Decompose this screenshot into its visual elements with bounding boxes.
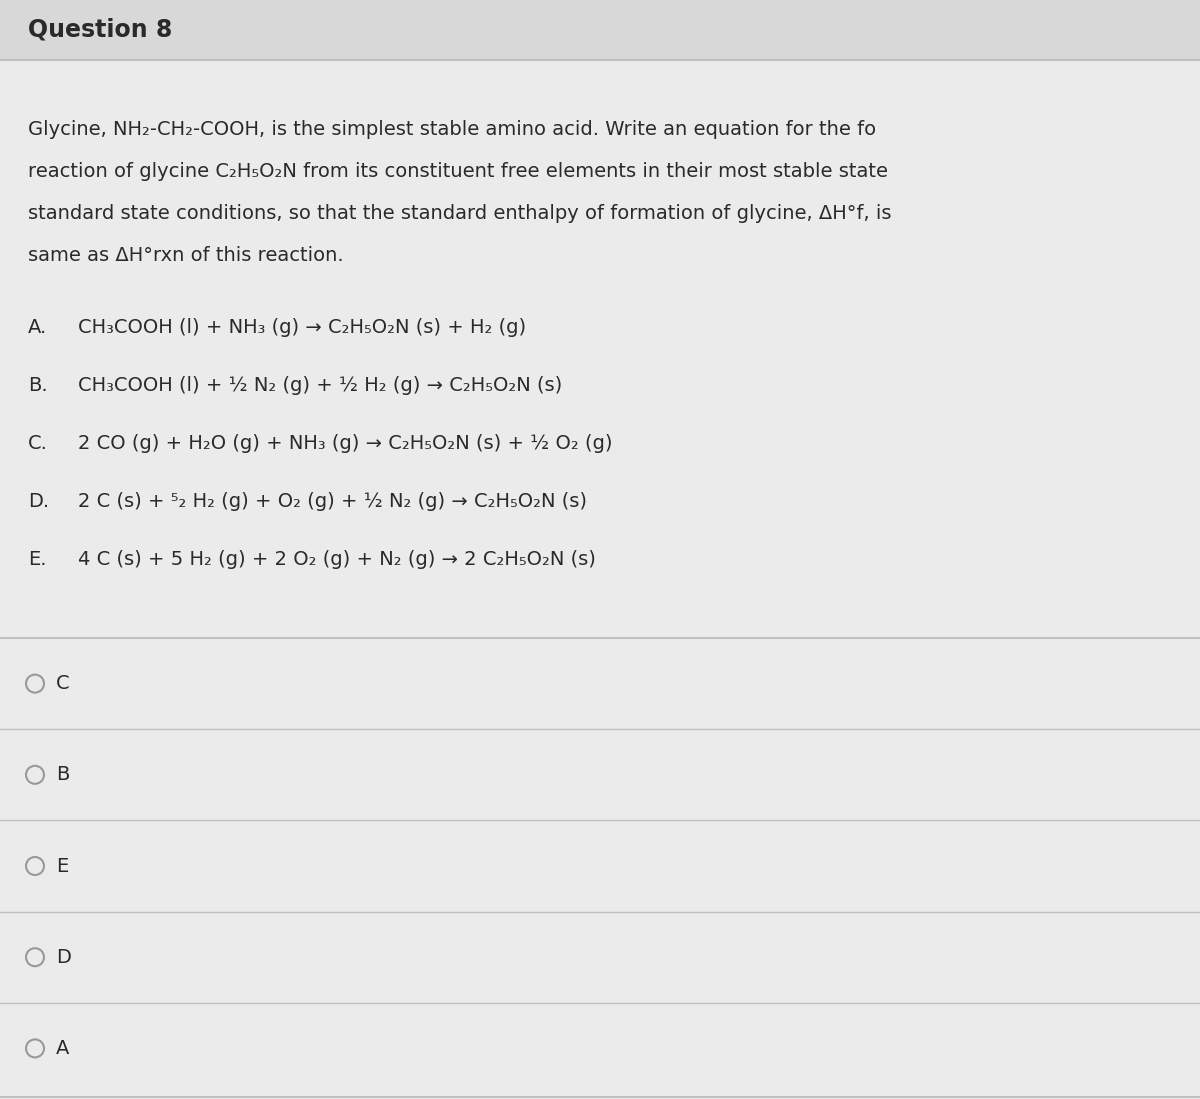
Text: reaction of glycine C₂H₅O₂N from its constituent free elements in their most sta: reaction of glycine C₂H₅O₂N from its con… (28, 162, 888, 181)
Text: E.: E. (28, 550, 47, 569)
FancyBboxPatch shape (0, 0, 1200, 60)
Text: Question 8: Question 8 (28, 18, 173, 42)
Text: D: D (56, 947, 71, 967)
Text: C.: C. (28, 434, 48, 453)
Text: CH₃COOH (l) + NH₃ (g) → C₂H₅O₂N (s) + H₂ (g): CH₃COOH (l) + NH₃ (g) → C₂H₅O₂N (s) + H₂… (78, 318, 526, 337)
Text: 4 C (s) + 5 H₂ (g) + 2 O₂ (g) + N₂ (g) → 2 C₂H₅O₂N (s): 4 C (s) + 5 H₂ (g) + 2 O₂ (g) + N₂ (g) →… (78, 550, 596, 569)
Text: same as ΔH°rxn of this reaction.: same as ΔH°rxn of this reaction. (28, 246, 343, 265)
Text: 2 CO (g) + H₂O (g) + NH₃ (g) → C₂H₅O₂N (s) + ½ O₂ (g): 2 CO (g) + H₂O (g) + NH₃ (g) → C₂H₅O₂N (… (78, 434, 612, 453)
Text: Glycine, NH₂-CH₂-COOH, is the simplest stable amino acid. Write an equation for : Glycine, NH₂-CH₂-COOH, is the simplest s… (28, 120, 876, 138)
Text: A.: A. (28, 318, 47, 337)
Text: standard state conditions, so that the standard enthalpy of formation of glycine: standard state conditions, so that the s… (28, 204, 892, 223)
Text: CH₃COOH (l) + ½ N₂ (g) + ½ H₂ (g) → C₂H₅O₂N (s): CH₃COOH (l) + ½ N₂ (g) + ½ H₂ (g) → C₂H₅… (78, 376, 563, 395)
Text: B.: B. (28, 376, 48, 395)
Text: B: B (56, 765, 70, 785)
Text: A: A (56, 1039, 70, 1058)
FancyBboxPatch shape (0, 60, 1200, 1099)
Text: C: C (56, 674, 70, 693)
Text: D.: D. (28, 492, 49, 511)
Text: E: E (56, 856, 68, 876)
Text: 2 C (s) + ⁵₂ H₂ (g) + O₂ (g) + ½ N₂ (g) → C₂H₅O₂N (s): 2 C (s) + ⁵₂ H₂ (g) + O₂ (g) + ½ N₂ (g) … (78, 492, 587, 511)
